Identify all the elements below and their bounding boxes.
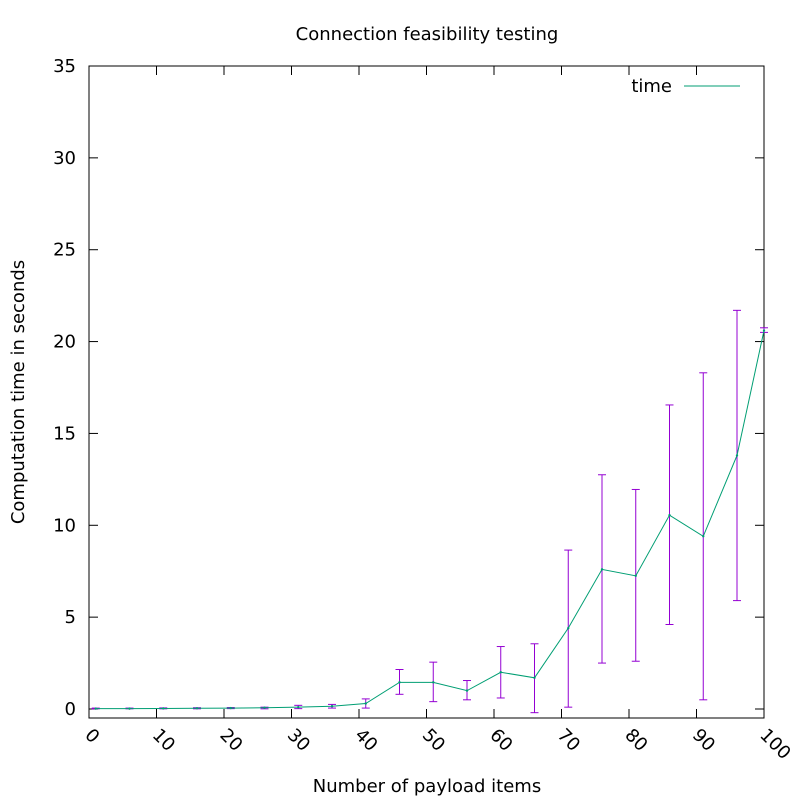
data-point xyxy=(330,705,334,708)
chart-title: Connection feasibility testing xyxy=(296,24,559,45)
y-tick-label: 5 xyxy=(65,607,76,628)
data-point xyxy=(263,706,266,709)
data-point xyxy=(634,574,637,578)
x-tick-label: 10 xyxy=(148,725,179,756)
data-point xyxy=(128,707,131,710)
data-point xyxy=(432,681,435,684)
data-point xyxy=(499,671,502,674)
x-tick-label: 100 xyxy=(755,725,794,764)
x-tick-label: 0 xyxy=(80,725,103,748)
plot-frame xyxy=(88,65,765,719)
y-axis-title: Computation time in seconds xyxy=(8,260,29,524)
data-point xyxy=(465,689,469,692)
data-point xyxy=(533,676,536,679)
data-point xyxy=(600,568,604,571)
x-tick-label: 50 xyxy=(418,725,449,756)
x-tick-label: 60 xyxy=(485,725,516,756)
legend-label-time: time xyxy=(631,76,672,97)
x-tick-label: 70 xyxy=(553,725,584,756)
y-tick-label: 10 xyxy=(53,515,76,536)
data-point xyxy=(668,513,671,517)
x-axis-ticks: 0 10 20 30 40 50 60 70 80 90 100 xyxy=(80,66,795,764)
data-point xyxy=(195,707,199,710)
data-point xyxy=(297,705,300,709)
y-tick-label: 20 xyxy=(53,332,76,353)
x-tick-label: 80 xyxy=(620,725,651,756)
legend: time xyxy=(631,76,740,97)
data-point xyxy=(162,707,165,710)
data-point xyxy=(735,454,739,457)
data-point xyxy=(567,626,570,630)
x-axis-title: Number of payload items xyxy=(313,776,541,797)
y-tick-label: 15 xyxy=(53,423,76,444)
x-tick-label: 40 xyxy=(350,725,381,756)
data-point xyxy=(398,681,401,684)
error-bars xyxy=(91,309,768,714)
data-point xyxy=(229,706,232,710)
series-line-group xyxy=(94,329,766,710)
y-tick-label: 25 xyxy=(53,240,76,261)
data-point xyxy=(94,707,97,710)
data-point xyxy=(762,329,766,332)
series-line-time xyxy=(95,330,765,710)
x-tick-label: 90 xyxy=(688,725,719,756)
y-tick-label: 0 xyxy=(65,699,76,720)
y-tick-label: 35 xyxy=(53,56,76,77)
x-tick-label: 30 xyxy=(283,725,314,756)
y-tick-label: 30 xyxy=(53,148,76,169)
y-axis-ticks: 0 5 10 15 20 25 30 35 xyxy=(53,56,764,720)
data-point xyxy=(364,702,367,705)
data-point xyxy=(702,535,705,538)
x-tick-label: 20 xyxy=(215,725,246,756)
